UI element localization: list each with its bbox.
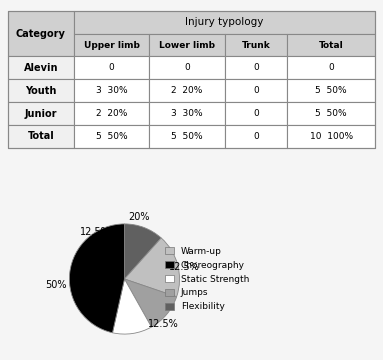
- Text: 0: 0: [253, 132, 259, 141]
- Text: Junior: Junior: [25, 109, 57, 118]
- Bar: [74, 57, 149, 79]
- Text: Total: Total: [27, 131, 54, 141]
- Text: Lower limb: Lower limb: [159, 41, 215, 50]
- Wedge shape: [124, 238, 180, 297]
- Wedge shape: [69, 224, 124, 333]
- Text: 2  20%: 2 20%: [171, 86, 203, 95]
- Bar: [287, 33, 375, 57]
- Text: 0: 0: [253, 86, 259, 95]
- Text: Injury typology: Injury typology: [185, 17, 264, 27]
- Bar: [149, 102, 224, 125]
- Text: Upper limb: Upper limb: [83, 41, 139, 50]
- Bar: [287, 102, 375, 125]
- Bar: [149, 33, 224, 57]
- Bar: [8, 102, 74, 125]
- Text: 50%: 50%: [46, 280, 67, 291]
- Text: 5  50%: 5 50%: [96, 132, 127, 141]
- Text: 5  50%: 5 50%: [316, 86, 347, 95]
- Bar: [287, 57, 375, 79]
- Text: 12.5%: 12.5%: [169, 262, 200, 272]
- Bar: [287, 125, 375, 148]
- Text: 0: 0: [184, 63, 190, 72]
- Bar: [224, 79, 287, 102]
- Text: 0: 0: [328, 63, 334, 72]
- Bar: [74, 33, 149, 57]
- Text: Category: Category: [16, 29, 66, 39]
- Bar: [74, 79, 149, 102]
- Bar: [224, 125, 287, 148]
- Text: Total: Total: [319, 41, 344, 50]
- Text: Trunk: Trunk: [241, 41, 270, 50]
- Text: 5  50%: 5 50%: [171, 132, 203, 141]
- Bar: [287, 79, 375, 102]
- Bar: [149, 57, 224, 79]
- Bar: [8, 125, 74, 148]
- Bar: [74, 102, 149, 125]
- Text: 5  50%: 5 50%: [316, 109, 347, 118]
- Text: Alevin: Alevin: [23, 63, 58, 73]
- Text: 12.5%: 12.5%: [148, 319, 179, 329]
- Text: 10  100%: 10 100%: [310, 132, 353, 141]
- Bar: [8, 11, 74, 57]
- Text: 0: 0: [109, 63, 115, 72]
- Bar: [224, 57, 287, 79]
- Bar: [74, 125, 149, 148]
- Text: 20%: 20%: [128, 212, 149, 222]
- Wedge shape: [124, 279, 177, 327]
- Bar: [8, 79, 74, 102]
- Wedge shape: [124, 224, 161, 279]
- Wedge shape: [113, 279, 151, 334]
- Bar: [224, 102, 287, 125]
- Bar: [8, 57, 74, 79]
- Bar: [149, 125, 224, 148]
- Text: 3  30%: 3 30%: [96, 86, 127, 95]
- Bar: [74, 11, 375, 33]
- Text: 12.5%: 12.5%: [80, 228, 111, 237]
- Text: 0: 0: [253, 63, 259, 72]
- Text: Youth: Youth: [25, 86, 56, 96]
- Text: 3  30%: 3 30%: [171, 109, 203, 118]
- Legend: Warm-up, Choreography, Static Strength, Jumps, Flexibility: Warm-up, Choreography, Static Strength, …: [165, 247, 249, 311]
- Text: 0: 0: [253, 109, 259, 118]
- Text: 2  20%: 2 20%: [96, 109, 127, 118]
- Bar: [224, 33, 287, 57]
- Bar: [149, 79, 224, 102]
